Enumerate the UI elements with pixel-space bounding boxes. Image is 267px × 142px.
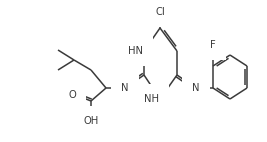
Text: O: O [68,90,76,100]
Text: N: N [121,83,129,93]
Text: Cl: Cl [155,7,165,17]
Text: NH: NH [144,94,159,104]
Text: F: F [210,40,216,50]
Text: N: N [192,83,200,93]
Text: OH: OH [83,116,99,126]
Text: HN: HN [128,46,143,56]
